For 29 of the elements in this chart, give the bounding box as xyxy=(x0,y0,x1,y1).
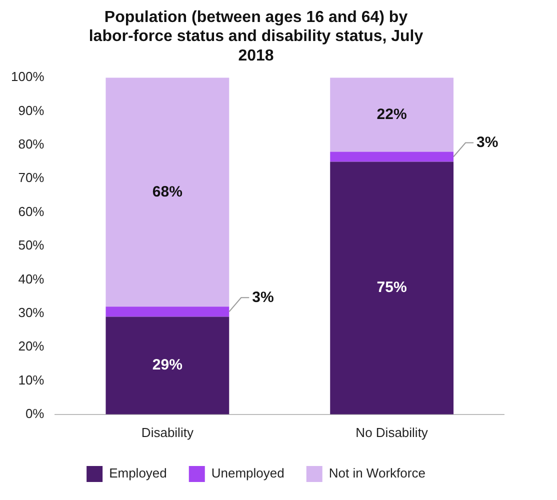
y-tick-label: 40% xyxy=(18,271,45,286)
y-tick-label: 60% xyxy=(18,204,45,219)
y-tick-label: 30% xyxy=(18,304,45,320)
y-tick-label: 20% xyxy=(18,338,45,354)
data-label: 3% xyxy=(476,134,498,151)
legend-label: Not in Workforce xyxy=(328,466,426,481)
x-tick-label: Disability xyxy=(141,424,194,440)
data-label: 3% xyxy=(252,288,274,306)
y-tick-label: 90% xyxy=(18,102,45,118)
y-tick-label: 50% xyxy=(18,238,45,253)
bar xyxy=(106,316,230,414)
x-tick-label: No Disability xyxy=(356,424,428,440)
y-tick-label: 80% xyxy=(18,136,45,152)
chart-title: Population (between ages 16 and 64) by labor-force status and disability status, July 2018 xyxy=(88,9,424,64)
y-tick-label: 0% xyxy=(25,406,45,421)
bar xyxy=(106,78,230,307)
data-label: 75% xyxy=(376,279,407,296)
y-tick-label: 100% xyxy=(11,69,45,84)
bar xyxy=(330,162,454,414)
y-tick-label: 10% xyxy=(18,372,45,388)
legend-label: Unemployed xyxy=(211,466,284,481)
bar xyxy=(330,78,454,152)
bar xyxy=(330,152,454,162)
data-label: 68% xyxy=(152,183,182,200)
data-label: 22% xyxy=(376,106,407,123)
legend-label: Employed xyxy=(109,466,167,481)
bar xyxy=(106,306,230,317)
data-label: 29% xyxy=(152,356,182,374)
y-tick-label: 70% xyxy=(18,170,45,186)
